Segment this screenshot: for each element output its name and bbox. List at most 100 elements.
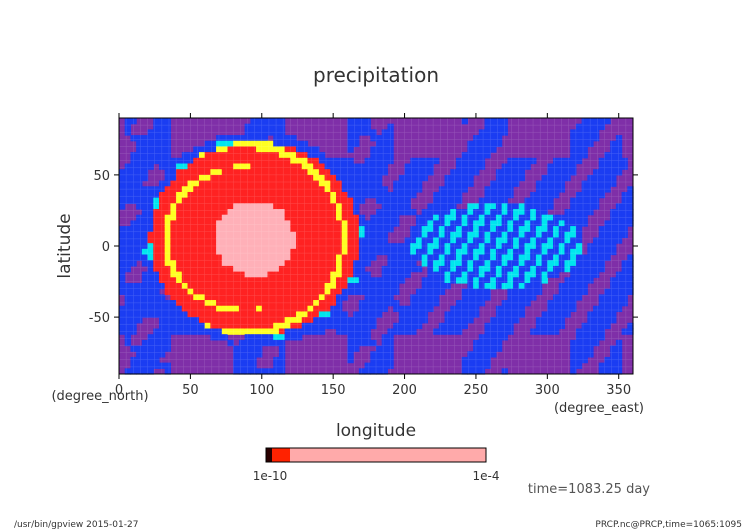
field-cell [176, 231, 183, 239]
field-cell [518, 231, 526, 239]
field-cell [381, 356, 389, 364]
field-cell [615, 226, 623, 233]
field-cell [473, 300, 480, 307]
field-cell [507, 254, 514, 261]
field-cell [490, 260, 497, 267]
field-cell [216, 277, 223, 284]
field-cell [387, 214, 394, 221]
field-cell [484, 248, 491, 256]
field-cell [336, 231, 343, 239]
field-cell [221, 140, 229, 148]
field-cell [284, 231, 291, 239]
field-cell [130, 322, 137, 330]
field-cell [136, 135, 143, 142]
field-cell [193, 328, 200, 335]
field-cell [473, 288, 480, 295]
field-cell [381, 277, 389, 284]
field-cell [250, 157, 257, 165]
field-cell [313, 186, 320, 193]
field-cell [587, 203, 594, 210]
field-cell [427, 220, 434, 227]
field-cell [164, 265, 171, 273]
field-cell [216, 140, 223, 148]
field-cell [547, 191, 554, 199]
field-cell [433, 191, 440, 199]
field-cell [216, 191, 223, 199]
field-cell [575, 226, 583, 233]
field-cell [461, 362, 468, 369]
x-tick-label: 0 [115, 383, 123, 398]
field-cell [387, 248, 394, 256]
field-cell [461, 163, 468, 170]
field-cell [164, 248, 171, 256]
field-cell [593, 334, 600, 341]
field-cell [347, 345, 354, 352]
field-cell [136, 254, 143, 261]
field-cell [158, 339, 166, 347]
field-cell [404, 311, 411, 318]
field-cell [575, 135, 583, 142]
field-cell [581, 220, 588, 227]
field-cell [198, 254, 206, 261]
field-cell [330, 300, 337, 307]
field-cell [376, 351, 383, 358]
field-cell [484, 140, 491, 148]
field-cell [233, 191, 240, 199]
field-cell [244, 368, 251, 375]
field-cell [524, 237, 531, 244]
field-cell [324, 191, 331, 199]
field-cell [256, 197, 263, 204]
field-cell [296, 231, 303, 239]
field-cell [250, 351, 257, 358]
field-cell [376, 140, 383, 148]
field-cell [136, 231, 143, 239]
field-cell [347, 248, 354, 256]
field-cell [547, 300, 554, 307]
field-cell [210, 197, 217, 204]
field-cell [198, 180, 206, 187]
field-cell [358, 317, 366, 324]
field-cell [176, 317, 183, 324]
field-cell [290, 140, 297, 148]
field-cell [250, 152, 257, 159]
field-cell [575, 254, 583, 261]
field-cell [598, 362, 606, 369]
field-cell [381, 163, 389, 170]
field-cell [227, 135, 234, 142]
field-cell [581, 214, 588, 221]
field-cell [153, 220, 160, 227]
field-cell [164, 362, 171, 369]
field-cell [273, 180, 280, 187]
field-cell [398, 180, 406, 187]
field-cell [193, 243, 200, 250]
field-cell [438, 265, 446, 273]
field-cell [433, 260, 440, 267]
field-cell [158, 146, 166, 153]
field-cell [461, 271, 468, 278]
field-cell [330, 288, 337, 295]
field-cell [370, 135, 377, 142]
field-cell [318, 191, 326, 199]
field-cell [627, 191, 634, 199]
field-cell [244, 362, 251, 369]
field-cell [227, 186, 234, 193]
field-cell [278, 288, 286, 295]
field-cell [193, 169, 200, 176]
field-cell [581, 146, 588, 153]
field-cell [261, 243, 269, 250]
field-cell [387, 334, 394, 341]
field-cell [147, 220, 154, 227]
field-cell [301, 260, 309, 267]
field-cell [221, 203, 229, 210]
field-cell [570, 248, 577, 256]
field-cell [147, 345, 154, 352]
field-cell [564, 174, 571, 182]
field-cell [141, 345, 149, 352]
field-cell [267, 260, 274, 267]
field-cell [495, 220, 503, 227]
field-cell [513, 294, 520, 301]
field-cell [193, 186, 200, 193]
field-cell [564, 248, 571, 256]
field-cell [313, 174, 320, 182]
field-cell [473, 254, 480, 261]
